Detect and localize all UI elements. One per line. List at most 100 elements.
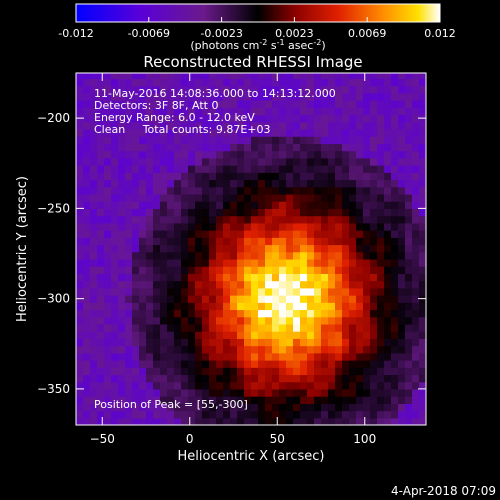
heatmap-pixel <box>202 107 210 116</box>
heatmap-pixel <box>265 266 273 274</box>
heatmap-pixel <box>160 381 168 390</box>
heatmap-pixel <box>258 215 266 224</box>
heatmap-pixel <box>398 287 406 296</box>
heatmap-pixel <box>237 73 245 80</box>
heatmap-pixel <box>363 352 371 361</box>
heatmap-pixel <box>167 360 175 368</box>
heatmap-pixel <box>279 403 287 412</box>
heatmap-pixel <box>419 201 426 209</box>
heatmap-pixel <box>125 302 133 311</box>
heatmap-pixel <box>314 258 322 267</box>
heatmap-pixel <box>146 85 154 94</box>
heatmap-pixel <box>174 73 182 80</box>
heatmap-pixel <box>405 107 413 116</box>
heatmap-pixel <box>76 107 84 116</box>
heatmap-pixel <box>258 258 266 267</box>
heatmap-pixel <box>174 302 182 311</box>
heatmap-pixel <box>272 360 280 368</box>
heatmap-pixel <box>132 309 140 318</box>
heatmap-pixel <box>377 352 385 361</box>
heatmap-pixel <box>76 201 84 209</box>
heatmap-pixel <box>209 150 217 159</box>
x-tick-label: 0 <box>186 432 194 446</box>
heatmap-pixel <box>111 136 119 144</box>
heatmap-pixel <box>258 302 266 311</box>
heatmap-pixel <box>118 417 126 425</box>
heatmap-pixel <box>188 85 196 94</box>
heatmap-pixel <box>321 114 329 123</box>
heatmap-pixel <box>349 381 357 390</box>
heatmap-pixel <box>412 107 420 116</box>
heatmap-pixel <box>202 222 210 231</box>
heatmap-pixel <box>314 345 322 354</box>
heatmap-pixel <box>132 136 140 144</box>
heatmap-pixel <box>279 186 287 195</box>
heatmap-pixel <box>223 331 231 339</box>
heatmap-pixel <box>391 331 399 339</box>
heatmap-pixel <box>265 172 273 181</box>
heatmap-pixel <box>97 73 105 80</box>
heatmap-pixel <box>384 410 392 419</box>
heatmap-pixel <box>265 121 273 130</box>
heatmap-pixel <box>342 323 350 332</box>
heatmap-pixel <box>384 273 392 282</box>
heatmap-pixel <box>202 374 210 383</box>
heatmap-pixel <box>356 381 364 390</box>
heatmap-pixel <box>167 258 175 267</box>
heatmap-pixel <box>314 287 322 296</box>
heatmap-pixel <box>132 121 140 130</box>
heatmap-pixel <box>314 179 322 188</box>
heatmap-pixel <box>384 193 392 202</box>
heatmap-pixel <box>370 193 378 202</box>
heatmap-pixel <box>244 143 252 152</box>
heatmap-pixel <box>104 244 112 253</box>
heatmap-pixel <box>202 360 210 368</box>
heatmap-pixel <box>300 73 308 80</box>
heatmap-pixel <box>286 266 294 274</box>
heatmap-pixel <box>398 107 406 116</box>
heatmap-pixel <box>146 367 154 376</box>
heatmap-pixel <box>244 165 252 173</box>
heatmap-pixel <box>251 302 259 311</box>
heatmap-pixel <box>97 208 105 217</box>
heatmap-pixel <box>328 78 336 87</box>
heatmap-pixel <box>300 150 308 159</box>
heatmap-pixel <box>405 374 413 383</box>
heatmap-pixel <box>237 251 245 260</box>
heatmap-pixel <box>223 316 231 325</box>
heatmap-pixel <box>342 92 350 101</box>
heatmap-pixel <box>174 323 182 332</box>
heatmap-pixel <box>265 367 273 376</box>
heatmap-pixel <box>167 367 175 376</box>
heatmap-pixel <box>321 258 329 267</box>
heatmap-pixel <box>349 273 357 282</box>
heatmap-pixel <box>258 222 266 231</box>
heatmap-pixel <box>97 193 105 202</box>
heatmap-pixel <box>377 78 385 87</box>
heatmap-pixel <box>300 316 308 325</box>
heatmap-pixel <box>279 309 287 318</box>
heatmap-pixel <box>125 201 133 209</box>
heatmap-pixel <box>90 208 98 217</box>
heatmap-pixel <box>202 121 210 130</box>
heatmap-pixel <box>391 403 399 412</box>
heatmap-pixel <box>230 121 238 130</box>
heatmap-pixel <box>307 201 315 209</box>
heatmap-pixel <box>202 295 210 303</box>
heatmap-pixel <box>146 244 154 253</box>
heatmap-pixel <box>419 352 426 361</box>
heatmap-pixel <box>181 244 189 253</box>
heatmap-pixel <box>244 266 252 274</box>
heatmap-pixel <box>223 309 231 318</box>
heatmap-pixel <box>202 85 210 94</box>
heatmap-pixel <box>363 309 371 318</box>
heatmap-pixel <box>195 374 203 383</box>
heatmap-pixel <box>321 215 329 224</box>
heatmap-pixel <box>237 338 245 347</box>
heatmap-pixel <box>153 323 161 332</box>
heatmap-pixel <box>76 165 84 173</box>
heatmap-pixel <box>300 338 308 347</box>
heatmap-pixel <box>307 143 315 152</box>
heatmap-pixel <box>237 396 245 404</box>
heatmap-pixel <box>342 309 350 318</box>
